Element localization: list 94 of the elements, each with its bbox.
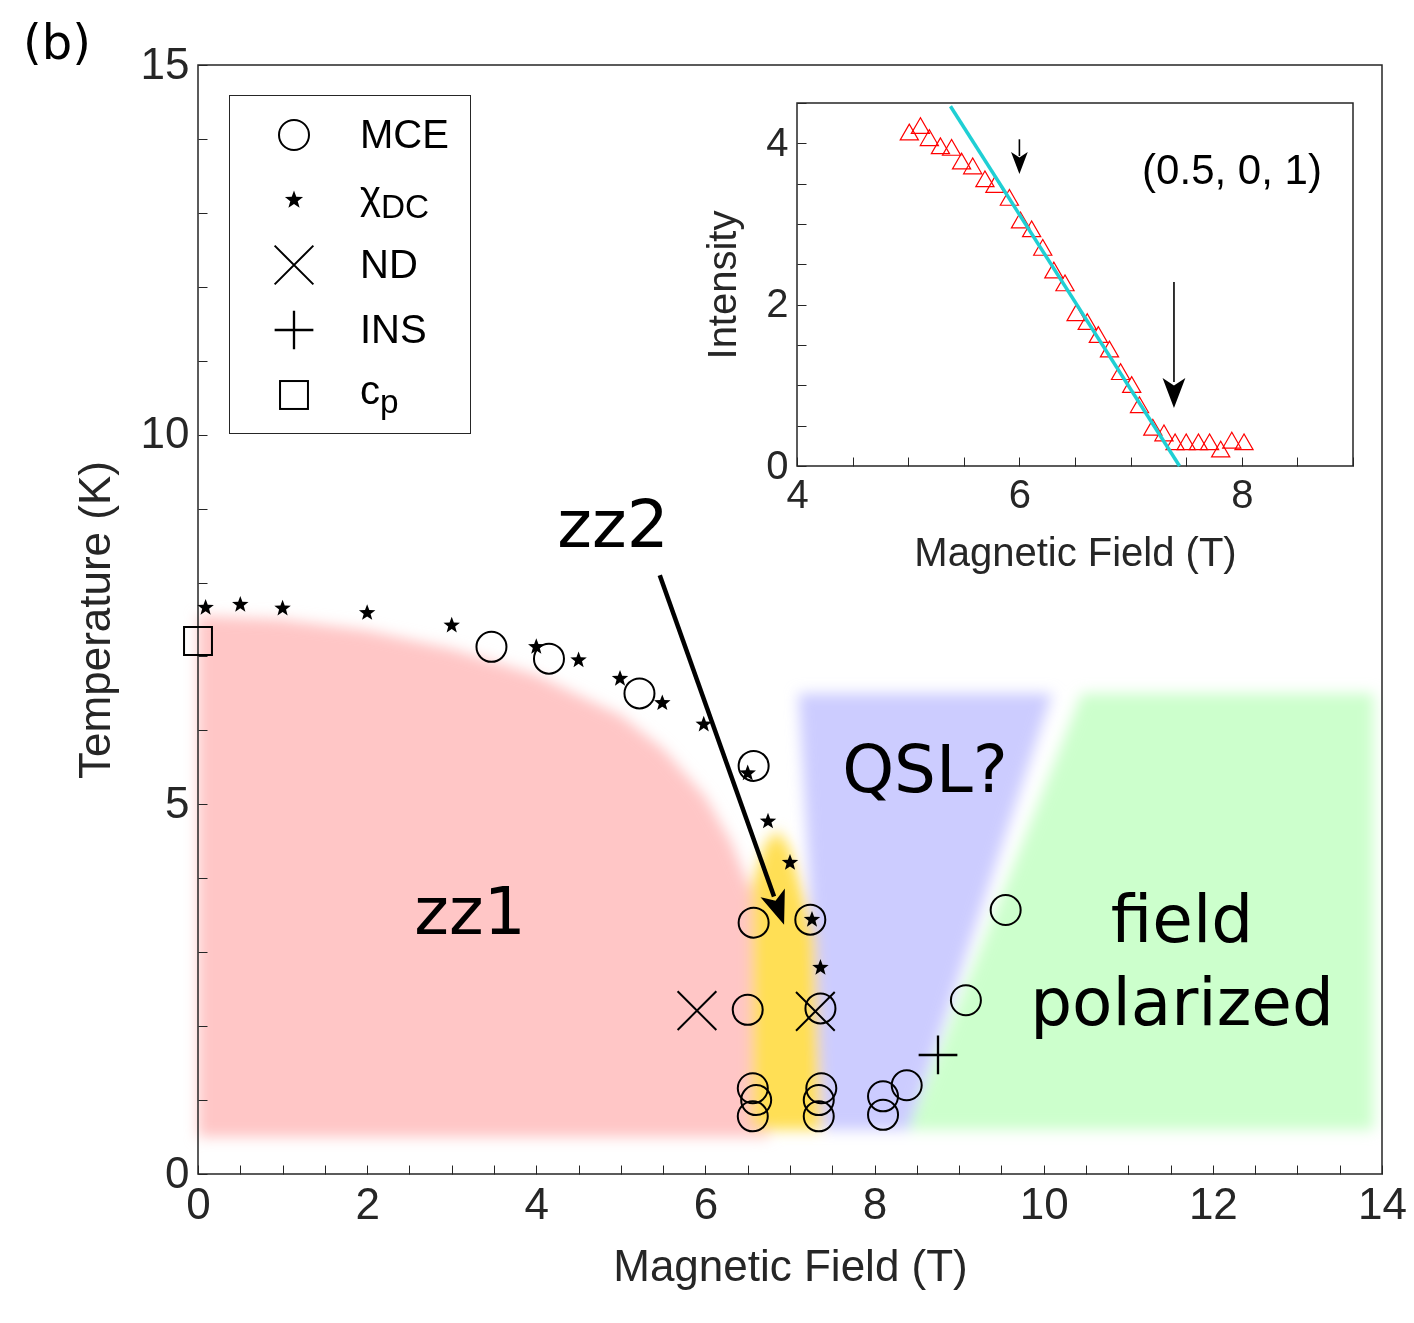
y-tick-label: 5	[165, 777, 190, 827]
legend-label: χ$_{DC}$	[360, 173, 430, 226]
point	[737, 749, 770, 782]
legend-label: ND	[360, 242, 418, 287]
point	[528, 638, 545, 654]
y-axis-title: Temperature (K)	[69, 461, 119, 779]
point	[802, 1084, 835, 1117]
point	[570, 651, 587, 668]
y-tick-label: 2	[766, 281, 789, 326]
point	[999, 188, 1020, 206]
point	[805, 1072, 838, 1105]
point	[611, 669, 629, 686]
x-tick-label: 8	[1231, 471, 1254, 516]
x-tick-label: 6	[1008, 471, 1032, 516]
x-tick-label: 6	[693, 1178, 719, 1228]
x-axis-title: Magnetic Field (T)	[613, 1240, 968, 1290]
point	[1077, 313, 1097, 331]
y-axis-title: Intensity	[700, 210, 745, 360]
point	[197, 599, 214, 615]
point	[1088, 326, 1109, 343]
point	[910, 117, 931, 135]
point	[899, 123, 919, 141]
x-tick-label: 8	[862, 1178, 888, 1228]
x-tick-label: 10	[1019, 1178, 1069, 1228]
point	[1055, 274, 1075, 292]
y-tick-label: 0	[766, 442, 789, 487]
annotation: zz2	[557, 484, 669, 565]
annotation: (0.5, 0, 1)	[1142, 144, 1322, 195]
point	[795, 990, 836, 1032]
text: (b)	[23, 13, 91, 72]
annotation: QSL?	[842, 729, 1008, 810]
point	[676, 990, 718, 1031]
y-tick-label: 10	[140, 408, 190, 458]
point	[1154, 424, 1174, 442]
point	[949, 984, 982, 1017]
point	[1044, 261, 1064, 279]
x-tick-label: 4	[524, 1178, 550, 1228]
point	[443, 616, 460, 633]
point	[794, 903, 827, 936]
x-axis-title: Magnetic Field (T)	[914, 529, 1237, 574]
y-tick-label: 4	[766, 119, 789, 164]
x-tick-label: 2	[355, 1178, 380, 1228]
annotation: field polarized	[1030, 879, 1334, 1042]
point	[736, 1072, 769, 1105]
point	[737, 906, 770, 939]
point	[919, 129, 940, 147]
point	[1165, 433, 1185, 451]
legend-label: MCE	[360, 112, 449, 157]
point	[802, 1100, 835, 1133]
point	[1021, 220, 1042, 238]
point	[740, 1084, 773, 1117]
point	[1110, 363, 1131, 381]
point	[1234, 433, 1254, 451]
point	[781, 854, 799, 870]
point	[890, 1069, 923, 1102]
x-tick-label: 12	[1188, 1178, 1238, 1228]
point	[1129, 396, 1150, 414]
point	[1099, 340, 1120, 358]
point	[1176, 433, 1196, 451]
point	[731, 993, 764, 1026]
point	[232, 596, 249, 612]
point	[1222, 431, 1242, 449]
point	[183, 625, 213, 656]
point	[1143, 418, 1163, 436]
point	[1210, 440, 1231, 458]
point	[274, 599, 291, 616]
point	[358, 604, 376, 620]
point	[475, 630, 508, 663]
point	[532, 642, 565, 675]
point	[930, 137, 951, 155]
point	[1033, 238, 1053, 256]
point	[1199, 433, 1220, 451]
point	[1122, 376, 1142, 393]
point	[867, 1098, 900, 1131]
point	[759, 812, 777, 829]
x-tick-label: 14	[1358, 1178, 1407, 1228]
annotation: zz1	[414, 871, 526, 952]
point	[804, 992, 837, 1025]
point	[975, 170, 995, 188]
point	[951, 152, 972, 170]
point	[867, 1080, 900, 1113]
legend-label: INS	[360, 307, 427, 352]
point	[736, 1100, 769, 1133]
point	[623, 677, 656, 710]
y-tick-label: 15	[140, 38, 190, 88]
point	[941, 138, 962, 156]
point	[695, 715, 712, 732]
point	[812, 959, 829, 975]
legend-label: c$_{p}$	[360, 368, 399, 421]
point	[963, 157, 983, 175]
point	[1010, 211, 1031, 229]
point	[654, 694, 671, 711]
point	[989, 894, 1022, 927]
point	[1188, 433, 1209, 451]
